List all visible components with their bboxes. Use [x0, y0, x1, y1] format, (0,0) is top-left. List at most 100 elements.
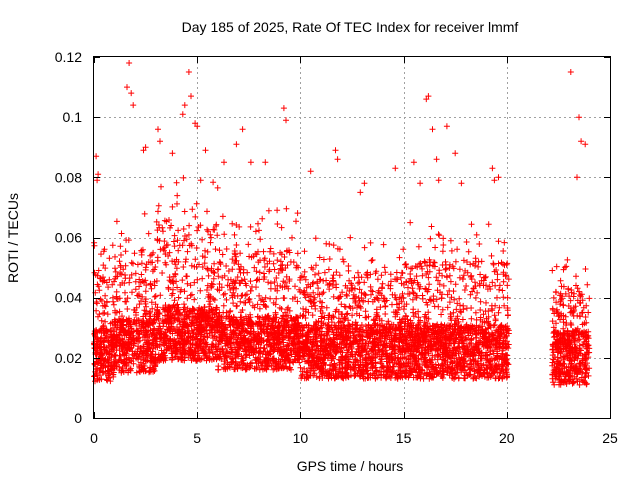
data-point	[208, 307, 215, 314]
data-point	[326, 366, 333, 372]
data-point	[210, 269, 217, 275]
data-point	[93, 327, 100, 333]
data-point	[465, 248, 472, 255]
data-point	[245, 297, 252, 303]
data-point	[134, 292, 141, 299]
data-point	[242, 299, 249, 306]
data-point	[142, 332, 149, 339]
data-point	[230, 330, 237, 337]
data-point	[364, 328, 370, 334]
data-point	[204, 321, 211, 328]
data-point	[357, 325, 364, 331]
data-point	[101, 362, 108, 369]
data-point	[132, 270, 139, 277]
data-point	[267, 248, 273, 255]
data-point	[282, 316, 288, 323]
data-point	[164, 344, 171, 351]
data-point	[352, 298, 359, 305]
data-point	[234, 302, 240, 309]
data-point	[112, 265, 118, 272]
data-point	[344, 292, 350, 299]
data-point	[306, 292, 312, 298]
data-point	[180, 316, 187, 323]
data-point	[323, 336, 330, 343]
data-point	[208, 234, 215, 241]
data-point	[158, 183, 164, 190]
data-point	[287, 347, 294, 354]
data-point	[328, 319, 335, 326]
data-point	[363, 271, 370, 278]
data-point	[267, 343, 274, 350]
data-point	[255, 220, 261, 227]
data-point	[123, 345, 130, 352]
data-point	[279, 336, 286, 343]
data-point	[147, 280, 154, 287]
data-point	[189, 206, 196, 213]
data-point	[135, 331, 142, 337]
data-point	[237, 298, 244, 305]
data-point	[312, 325, 319, 332]
data-point	[370, 317, 377, 324]
data-point	[174, 346, 181, 353]
data-point	[236, 361, 243, 368]
data-point	[221, 358, 228, 364]
data-point	[210, 179, 217, 186]
data-point	[203, 352, 210, 359]
data-point	[204, 287, 210, 293]
data-point	[326, 241, 333, 248]
data-point	[215, 354, 222, 361]
data-point	[143, 328, 150, 335]
data-point	[339, 366, 346, 372]
data-point	[188, 291, 195, 298]
data-point	[179, 277, 186, 284]
data-point	[365, 324, 372, 331]
data-point	[175, 339, 181, 346]
data-point	[260, 248, 267, 255]
data-point	[332, 350, 339, 357]
data-point	[330, 293, 337, 300]
data-point	[294, 314, 301, 321]
data-point	[321, 314, 328, 321]
data-point	[106, 255, 113, 262]
data-point	[272, 341, 279, 348]
data-point	[327, 352, 333, 358]
data-point	[187, 344, 194, 351]
data-point	[142, 264, 149, 271]
data-point	[180, 264, 187, 270]
data-point	[283, 330, 290, 337]
data-point	[114, 319, 121, 326]
data-point	[224, 282, 231, 289]
data-point	[187, 282, 194, 289]
data-point	[160, 331, 167, 338]
data-point	[240, 266, 247, 273]
data-point	[242, 292, 249, 299]
data-point	[227, 286, 234, 293]
data-point	[317, 298, 324, 305]
data-point	[314, 291, 321, 298]
data-point	[346, 359, 352, 365]
data-point	[373, 268, 380, 275]
data-point	[193, 200, 200, 207]
data-point	[91, 269, 98, 276]
data-point	[94, 281, 101, 288]
data-point	[279, 261, 286, 268]
data-point	[374, 351, 381, 358]
data-point	[179, 312, 185, 319]
data-point	[149, 305, 156, 312]
data-point	[298, 375, 305, 382]
data-point	[151, 282, 158, 289]
data-point	[189, 320, 196, 327]
data-point	[317, 308, 324, 314]
data-point	[271, 279, 278, 285]
data-point	[135, 317, 142, 324]
data-point	[504, 282, 511, 289]
data-point	[104, 311, 111, 318]
data-point	[199, 275, 206, 282]
data-point	[384, 332, 391, 339]
data-point	[230, 355, 237, 362]
data-point	[108, 345, 115, 352]
data-point	[439, 248, 446, 255]
data-point	[253, 268, 260, 275]
data-point	[344, 310, 351, 317]
data-point	[355, 280, 361, 287]
